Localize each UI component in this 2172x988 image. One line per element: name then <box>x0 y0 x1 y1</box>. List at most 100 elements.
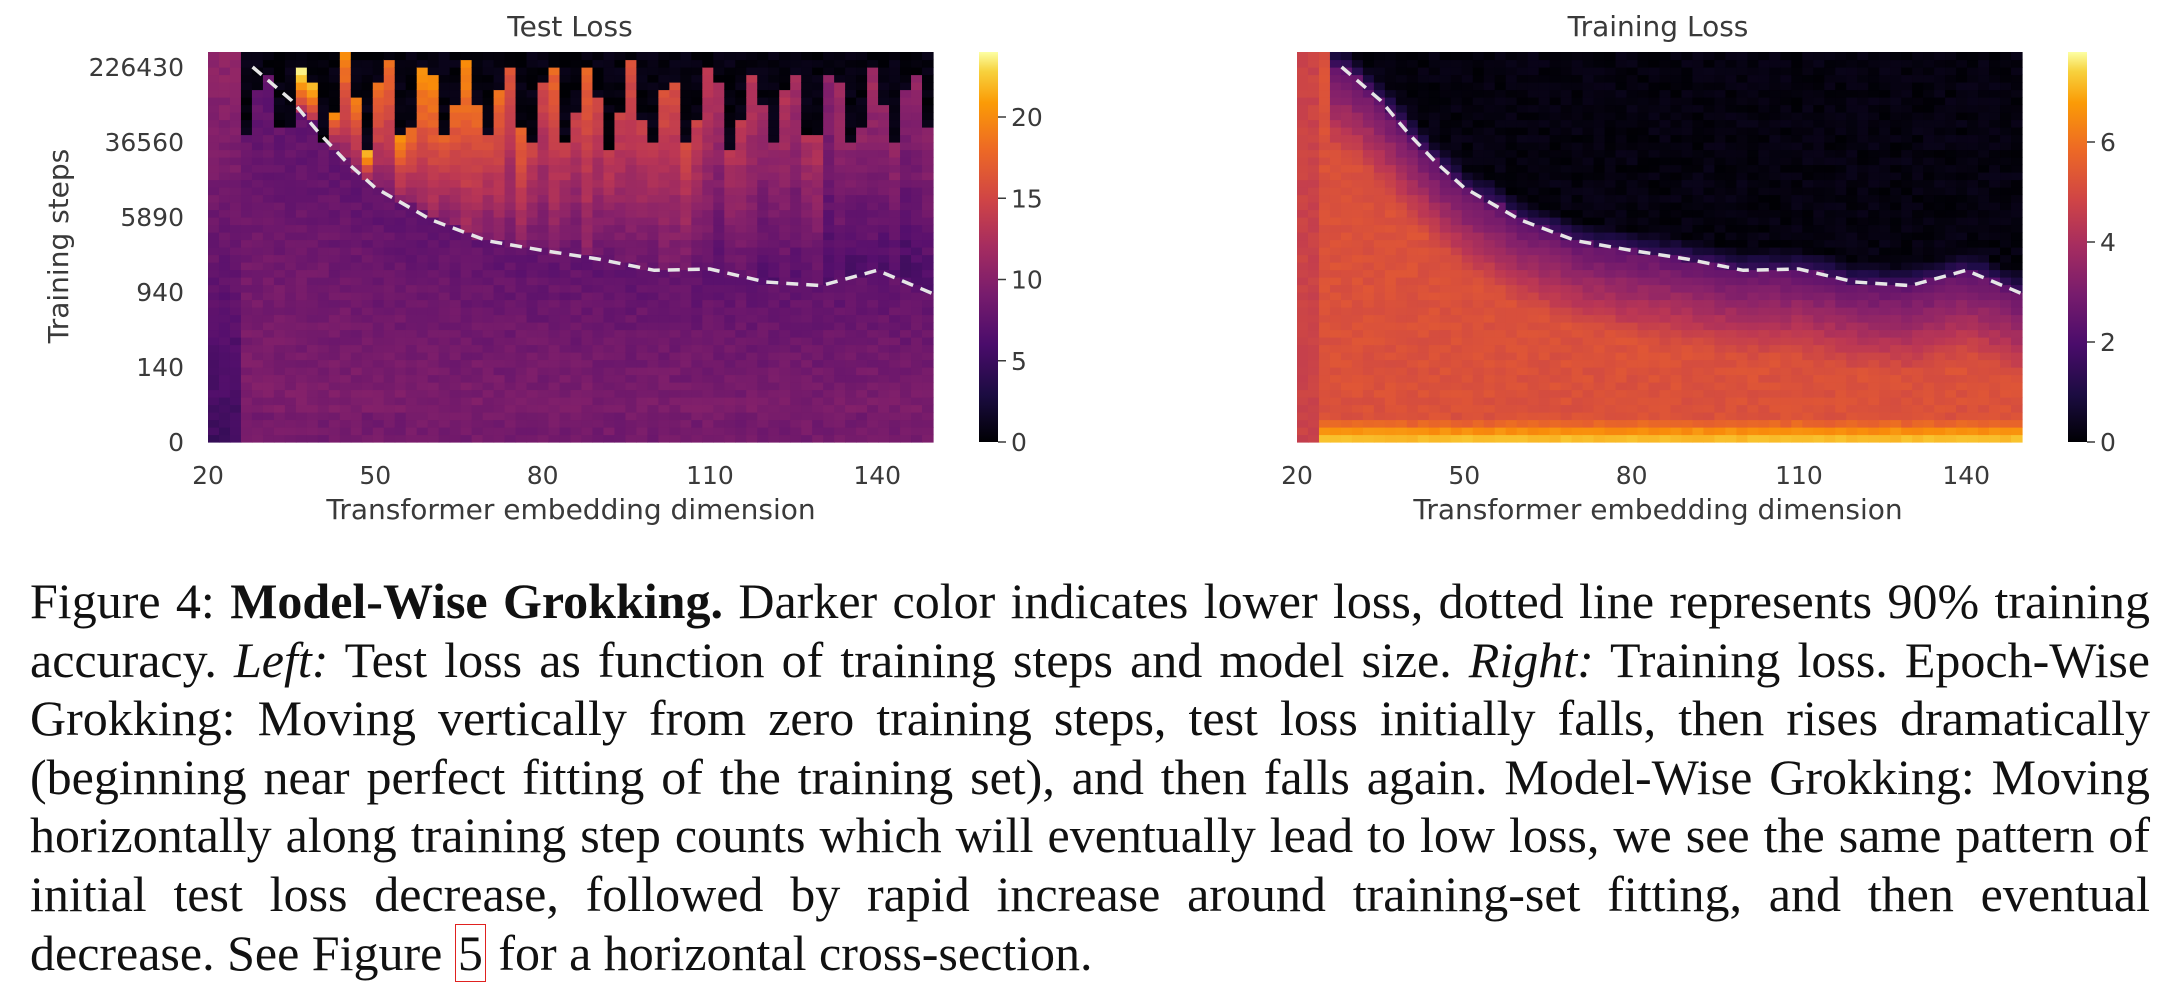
heatmap-cell <box>372 239 385 248</box>
heatmap-cell <box>1428 194 1441 203</box>
heatmap-cell <box>1560 127 1573 136</box>
heatmap-cell <box>658 412 670 421</box>
heatmap-cell <box>878 104 890 113</box>
heatmap-cell <box>581 269 594 278</box>
heatmap-cell <box>570 112 583 121</box>
heatmap-cell <box>625 104 637 113</box>
heatmap-cell <box>537 262 550 271</box>
heatmap-cell <box>1329 434 1342 443</box>
heatmap-cell <box>1351 419 1364 428</box>
heatmap-cell <box>713 307 725 316</box>
heatmap-cell <box>1384 164 1397 173</box>
heatmap-cell <box>636 239 648 248</box>
heatmap-cell <box>537 172 550 181</box>
heatmap-cell <box>229 224 242 233</box>
heatmap-cell <box>460 149 473 158</box>
heatmap-cell <box>1571 224 1584 233</box>
heatmap-cell <box>482 209 495 218</box>
heatmap-cell <box>394 427 407 436</box>
heatmap-cell <box>1384 389 1397 398</box>
heatmap-cell <box>1582 134 1595 143</box>
heatmap-cell <box>350 172 363 181</box>
heatmap-cell <box>1351 82 1364 91</box>
heatmap-cell <box>1373 277 1386 286</box>
heatmap-cell <box>845 202 857 211</box>
heatmap-cell <box>911 224 923 233</box>
heatmap-cell <box>845 187 857 196</box>
heatmap-cell <box>779 97 791 106</box>
heatmap-cell <box>878 67 890 76</box>
heatmap-cell <box>1329 202 1342 211</box>
heatmap-cell <box>1340 209 1353 218</box>
heatmap-cell <box>537 82 550 91</box>
heatmap-cell <box>1538 202 1551 211</box>
heatmap-cell <box>856 284 868 293</box>
heatmap-cell <box>471 382 484 391</box>
heatmap-cell <box>636 299 648 308</box>
heatmap-cell <box>559 404 572 413</box>
heatmap-cell <box>1571 74 1584 83</box>
heatmap-cell <box>581 224 594 233</box>
heatmap-cell <box>1604 239 1617 248</box>
heatmap-cell <box>1307 74 1320 83</box>
heatmap-cell <box>1505 292 1518 301</box>
heatmap-cell <box>658 89 670 98</box>
heatmap-cell <box>559 89 572 98</box>
heatmap-cell <box>1472 239 1485 248</box>
heatmap-cell <box>482 172 495 181</box>
heatmap-cell <box>900 67 912 76</box>
heatmap-cell <box>581 194 594 203</box>
heatmap-cell <box>614 134 627 143</box>
heatmap-cell <box>713 134 725 143</box>
heatmap-cell <box>834 314 846 323</box>
heatmap-cell <box>515 254 528 263</box>
heatmap-cell <box>724 67 736 76</box>
heatmap-cell <box>625 67 637 76</box>
heatmap-cell <box>691 352 703 361</box>
heatmap-cell <box>350 187 363 196</box>
heatmap-cell <box>669 299 681 308</box>
heatmap-cell <box>702 134 714 143</box>
heatmap-cell <box>1351 127 1364 136</box>
heatmap-cell <box>262 127 275 136</box>
heatmap-cell <box>515 352 528 361</box>
heatmap-cell <box>548 352 561 361</box>
heatmap-cell <box>218 119 231 128</box>
heatmap-cell <box>1593 427 1606 436</box>
heatmap-cell <box>1450 164 1463 173</box>
heatmap-cell <box>526 284 539 293</box>
heatmap-cell <box>240 322 253 331</box>
heatmap-cell <box>262 209 275 218</box>
heatmap-cell <box>284 134 297 143</box>
heatmap-cell <box>504 59 517 68</box>
heatmap-cell <box>889 202 901 211</box>
heatmap-cell <box>746 419 758 428</box>
heatmap-cell <box>229 112 242 121</box>
heatmap-cell <box>603 344 616 353</box>
heatmap-cell <box>1439 232 1452 241</box>
heatmap-cell <box>504 179 517 188</box>
heatmap-cell <box>1297 217 1309 226</box>
heatmap-cell <box>1417 232 1430 241</box>
heatmap-cell <box>416 179 429 188</box>
heatmap-cell <box>1439 352 1452 361</box>
heatmap-cell <box>1297 179 1309 188</box>
heatmap-cell <box>768 239 780 248</box>
heatmap-cell <box>1417 134 1430 143</box>
heatmap-cell <box>537 187 550 196</box>
heatmap-cell <box>350 59 363 68</box>
heatmap-cell <box>779 299 791 308</box>
heatmap-cell <box>394 344 407 353</box>
heatmap-cell <box>625 337 637 346</box>
heatmap-cell <box>845 254 857 263</box>
heatmap-cell <box>208 262 220 271</box>
heatmap-cell <box>801 89 813 98</box>
heatmap-cell <box>1527 67 1540 76</box>
heatmap-cell <box>537 104 550 113</box>
heatmap-cell <box>218 292 231 301</box>
heatmap-cell <box>1329 127 1342 136</box>
heatmap-cell <box>702 389 714 398</box>
heatmap-cell <box>1538 434 1551 443</box>
heatmap-cell <box>922 112 934 121</box>
heatmap-cell <box>570 329 583 338</box>
